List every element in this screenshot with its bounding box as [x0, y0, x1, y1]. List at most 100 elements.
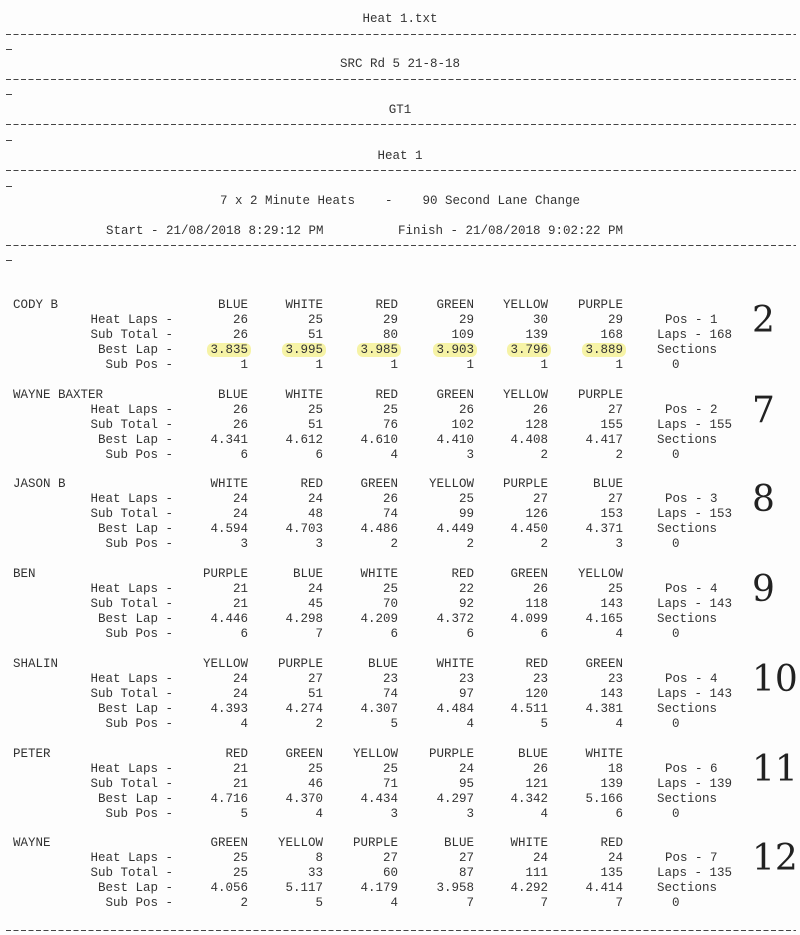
best-lap-value: 4.703 [285, 522, 323, 537]
sub-pos-value: 1 [466, 358, 474, 372]
sub-total-value: 45 [307, 597, 323, 612]
best-lap-value: 4.449 [436, 522, 474, 537]
driver-name: PETER [13, 746, 51, 761]
position: Pos - 6 [665, 761, 718, 776]
heat-laps-value: 27 [382, 851, 398, 866]
row-label-sub-total: Sub Total - [90, 597, 173, 612]
row-label-heat-laps: Heat Laps - [90, 402, 173, 417]
row-label-heat-laps: Heat Laps - [90, 761, 173, 776]
sub-total-value: 155 [600, 417, 623, 432]
sub-pos-value: 6 [240, 627, 248, 642]
best-lap-value: 4.434 [360, 791, 398, 806]
row-label-best-lap: Best Lap - [97, 701, 173, 716]
sub-total-value: 126 [525, 507, 548, 522]
heat-laps-value: 25 [307, 761, 323, 776]
heat-laps-value: 27 [532, 492, 548, 507]
driver-name: WAYNE BAXTER [13, 387, 104, 402]
sub-total-value: 120 [525, 686, 548, 701]
heat-laps-value: 25 [307, 402, 323, 417]
sections-label: Sections [657, 881, 718, 896]
sub-pos-value: 2 [315, 716, 323, 731]
best-lap-value: 4.298 [285, 612, 323, 627]
best-lap-value: 4.511 [510, 701, 548, 716]
sub-total-value: 33 [307, 866, 323, 881]
heat-laps-value: 24 [307, 492, 323, 507]
sub-pos-value: 3 [615, 537, 623, 552]
divider [6, 245, 796, 246]
sections-label: Sections [657, 343, 718, 357]
lane-color: GREEN [436, 387, 474, 402]
heat-laps-value: 25 [382, 402, 398, 417]
driver-name: WAYNE [13, 836, 51, 851]
sub-total-value: 26 [232, 417, 248, 432]
sub-total-value: 143 [600, 686, 623, 701]
lane-color: PURPLE [428, 746, 474, 761]
heat-laps-value: 26 [532, 761, 548, 776]
sub-total-value: 24 [232, 507, 248, 522]
sub-pos-value: 3 [390, 806, 398, 821]
heat-laps-value: 24 [607, 851, 623, 866]
row-label-sub-total: Sub Total - [90, 507, 173, 522]
sub-total-value: 87 [458, 866, 474, 881]
best-lap-value: 4.716 [210, 791, 248, 806]
total-laps: Laps - 143 [657, 686, 733, 701]
sub-total-value: 97 [458, 686, 474, 701]
row-label-sub-pos: Sub Pos - [105, 447, 173, 462]
lane-color: YELLOW [202, 656, 248, 671]
lane-color: BLUE [367, 656, 398, 671]
sub-total-value: 102 [451, 417, 474, 432]
heat-laps-value: 25 [382, 761, 398, 776]
sub-pos-value: 3 [315, 537, 323, 552]
heat-laps-value: 29 [458, 313, 474, 327]
lane-color: GREEN [210, 836, 248, 851]
row-label-sub-total: Sub Total - [90, 686, 173, 701]
best-lap-value: 3.985 [357, 343, 401, 357]
position: Pos - 7 [665, 851, 718, 866]
lane-color: YELLOW [502, 298, 548, 312]
heat-laps-value: 23 [458, 671, 474, 686]
best-lap-value: 3.903 [433, 343, 477, 357]
best-lap-value: 4.056 [210, 881, 248, 896]
handwritten-note: 9 [752, 569, 775, 611]
lane-color: WHITE [510, 836, 548, 851]
total-laps: Laps - 155 [657, 417, 733, 432]
sub-pos-value: 7 [315, 627, 323, 642]
sub-total-value: 74 [382, 507, 398, 522]
heat-laps-value: 23 [532, 671, 548, 686]
row-label-best-lap: Best Lap - [97, 522, 173, 537]
lane-color: PURPLE [352, 836, 398, 851]
heat-laps-value: 22 [458, 582, 474, 597]
best-lap-value: 4.408 [510, 432, 548, 447]
best-lap-value: 3.889 [582, 343, 626, 357]
sub-total-value: 51 [307, 417, 323, 432]
driver-name: SHALIN [13, 656, 59, 671]
lane-color: PURPLE [577, 298, 623, 312]
lane-color: BLUE [217, 387, 248, 402]
sub-total-value: 46 [307, 776, 323, 791]
lane-color: RED [375, 387, 398, 402]
sub-total-value: 76 [382, 417, 398, 432]
row-label-sub-pos: Sub Pos - [105, 896, 173, 911]
lane-color: RED [525, 656, 548, 671]
sub-total-value: 80 [382, 328, 398, 342]
sub-pos-value: 1 [615, 358, 623, 372]
sub-pos-value: 2 [540, 447, 548, 462]
lane-color: BLUE [292, 567, 323, 582]
divider-stub [6, 49, 12, 50]
row-label-sub-total: Sub Total - [90, 776, 173, 791]
row-label-sub-pos: Sub Pos - [105, 358, 173, 372]
sub-total-value: 70 [382, 597, 398, 612]
sub-pos-value: 4 [615, 716, 623, 731]
lane-color: YELLOW [502, 387, 548, 402]
heat-laps-value: 23 [382, 671, 398, 686]
sub-total-value: 25 [232, 866, 248, 881]
lane-color: WHITE [436, 656, 474, 671]
best-lap-value: 4.484 [436, 701, 474, 716]
heat-laps-value: 23 [607, 671, 623, 686]
row-label-heat-laps: Heat Laps - [90, 851, 173, 866]
best-lap-value: 4.292 [510, 881, 548, 896]
heat-laps-value: 27 [307, 671, 323, 686]
row-label-heat-laps: Heat Laps - [90, 582, 173, 597]
driver-block: JASON B WHITE RED GREEN YELLOW PURPLE BLUE Heat… [0, 477, 800, 567]
lane-color: PURPLE [277, 656, 323, 671]
